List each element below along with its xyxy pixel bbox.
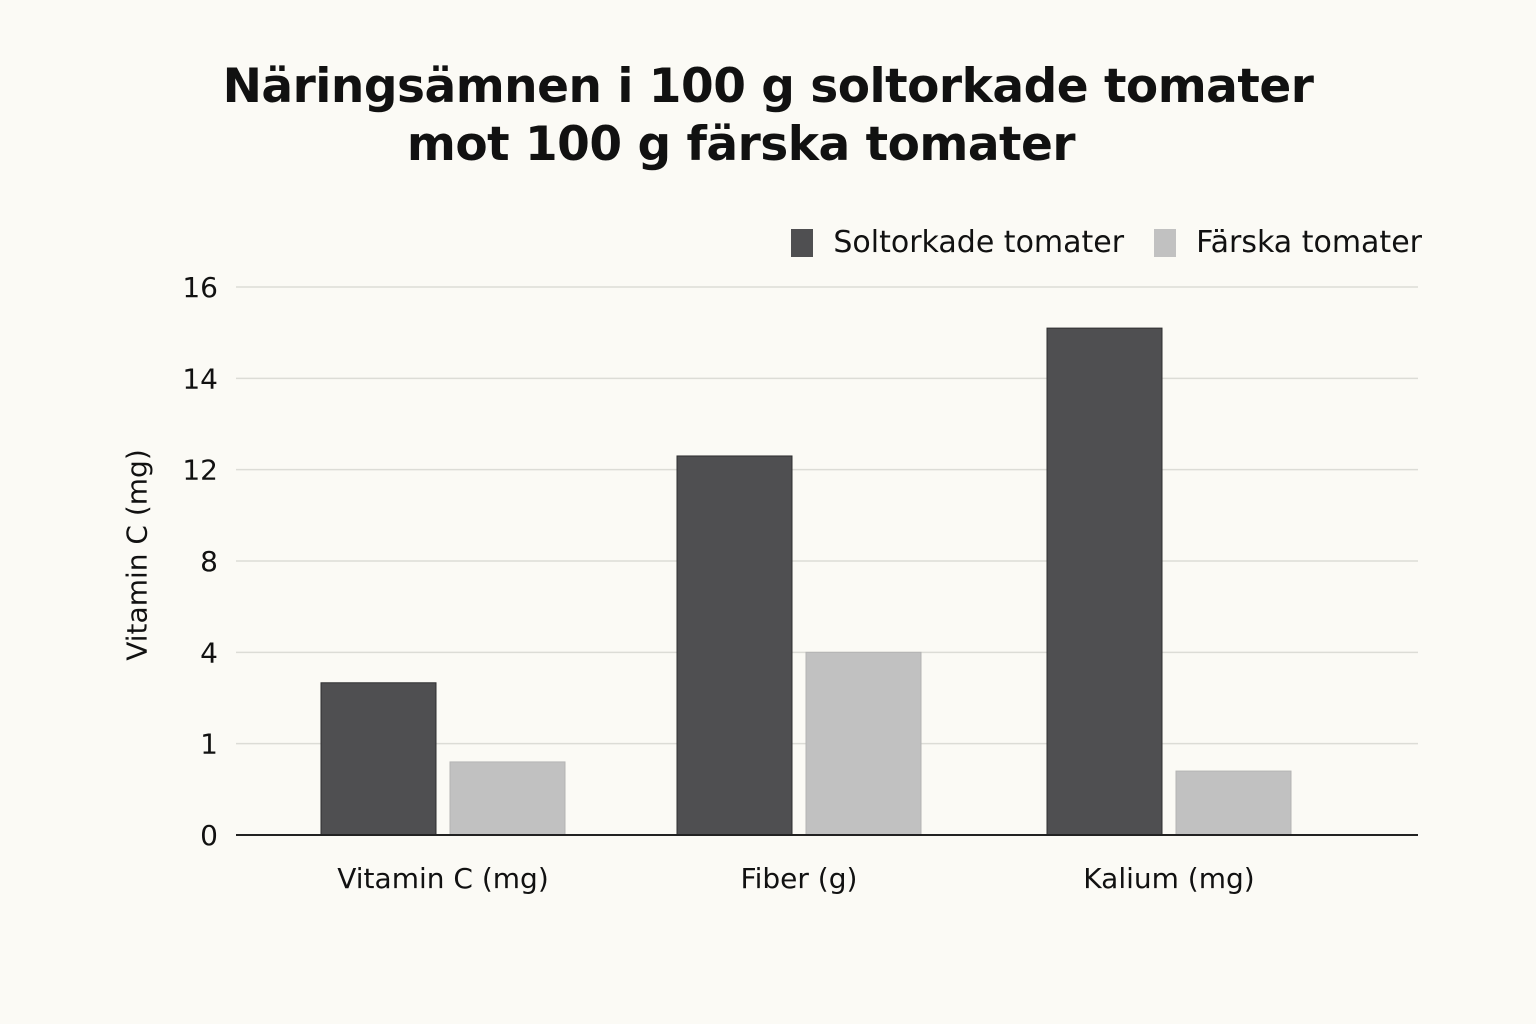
bar — [320, 682, 437, 836]
y-tick-label: 8 — [200, 545, 218, 578]
chart-title-line-2: mot 100 g färska tomater — [406, 117, 1076, 172]
legend-swatch-farska — [1154, 228, 1177, 257]
legend-label-farska: Färska tomater — [1196, 225, 1422, 260]
legend-swatch-soltorkade — [791, 228, 814, 257]
bar — [805, 651, 922, 836]
chart-title: Näringsämnen i 100 g soltorkade tomater … — [0, 58, 1536, 174]
y-tick-label: 14 — [182, 362, 218, 395]
bar — [1175, 770, 1292, 836]
y-tick-label: 12 — [182, 454, 218, 487]
y-tick-label: 0 — [200, 819, 218, 852]
bar — [449, 761, 566, 836]
legend: Soltorkade tomater Färska tomater — [791, 225, 1422, 260]
x-tick-label: Fiber (g) — [741, 862, 858, 895]
bar — [1046, 327, 1163, 836]
legend-item-soltorkade: Soltorkade tomater — [791, 225, 1124, 260]
legend-label-soltorkade: Soltorkade tomater — [833, 225, 1125, 260]
chart-title-line-1: Näringsämnen i 100 g soltorkade tomater — [222, 59, 1314, 114]
y-tick-label: 1 — [200, 728, 218, 761]
y-tick-label: 16 — [182, 271, 218, 304]
y-tick-label: 4 — [200, 636, 218, 669]
legend-item-farska: Färska tomater — [1154, 225, 1422, 260]
x-tick-label: Kalium (mg) — [1083, 862, 1254, 895]
x-tick-label: Vitamin C (mg) — [337, 862, 549, 895]
bar — [676, 455, 793, 836]
